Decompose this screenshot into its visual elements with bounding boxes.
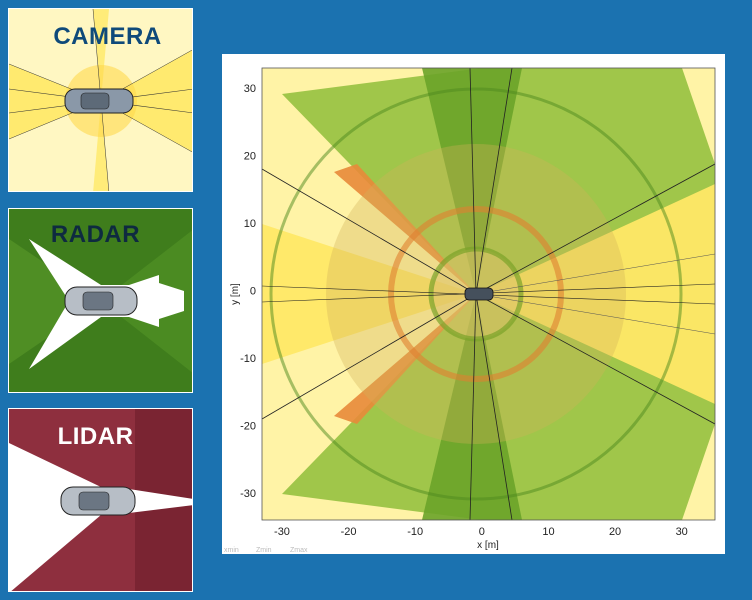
x-tick-label: 30: [676, 526, 688, 538]
y-tick-label: 20: [244, 151, 256, 163]
lidar-coverage-diagram: [9, 409, 192, 591]
x-tick-label: -30: [274, 526, 290, 538]
radar-panel: RADAR: [8, 208, 193, 393]
y-tick-label: 0: [250, 286, 256, 298]
x-tick-label: 0: [479, 526, 485, 538]
y-axis-ticks: 30 20 10 0 -10 -20 -30: [240, 83, 256, 500]
x-tick-label: -20: [341, 526, 357, 538]
y-axis-label: y [m]: [230, 283, 241, 305]
camera-panel: CAMERA: [8, 8, 193, 192]
plot-footer-labels: xmin Zmin Zmax: [224, 547, 308, 554]
camera-title: CAMERA: [53, 23, 162, 50]
footer-label: Zmax: [290, 547, 308, 554]
lidar-panel: LIDAR: [8, 408, 193, 592]
x-tick-label: 10: [542, 526, 554, 538]
car-icon: [64, 88, 134, 114]
y-tick-label: 10: [244, 218, 256, 230]
x-axis-ticks: -30 -20 -10 0 10 20 30: [274, 526, 688, 538]
x-tick-label: -10: [407, 526, 423, 538]
x-tick-label: 20: [609, 526, 621, 538]
footer-label: Zmin: [256, 547, 272, 554]
y-tick-label: 30: [244, 83, 256, 95]
y-tick-label: -10: [240, 353, 256, 365]
camera-coverage-diagram: [9, 9, 192, 191]
lidar-title: LIDAR: [57, 423, 134, 450]
radar-coverage-diagram: [9, 209, 192, 392]
footer-label: xmin: [224, 547, 239, 554]
car-icon: [64, 286, 138, 316]
car-icon: [60, 486, 136, 516]
car-icon: [464, 287, 494, 301]
x-axis-label: x [m]: [477, 540, 499, 551]
radar-title: RADAR: [50, 221, 141, 248]
coverage-plot-frame: -30 -20 -10 0 10 20 30 30 20 10 0 -10 -20 -30 x [m] …: [222, 54, 725, 554]
y-tick-label: -20: [240, 421, 256, 433]
y-tick-label: -30: [240, 488, 256, 500]
